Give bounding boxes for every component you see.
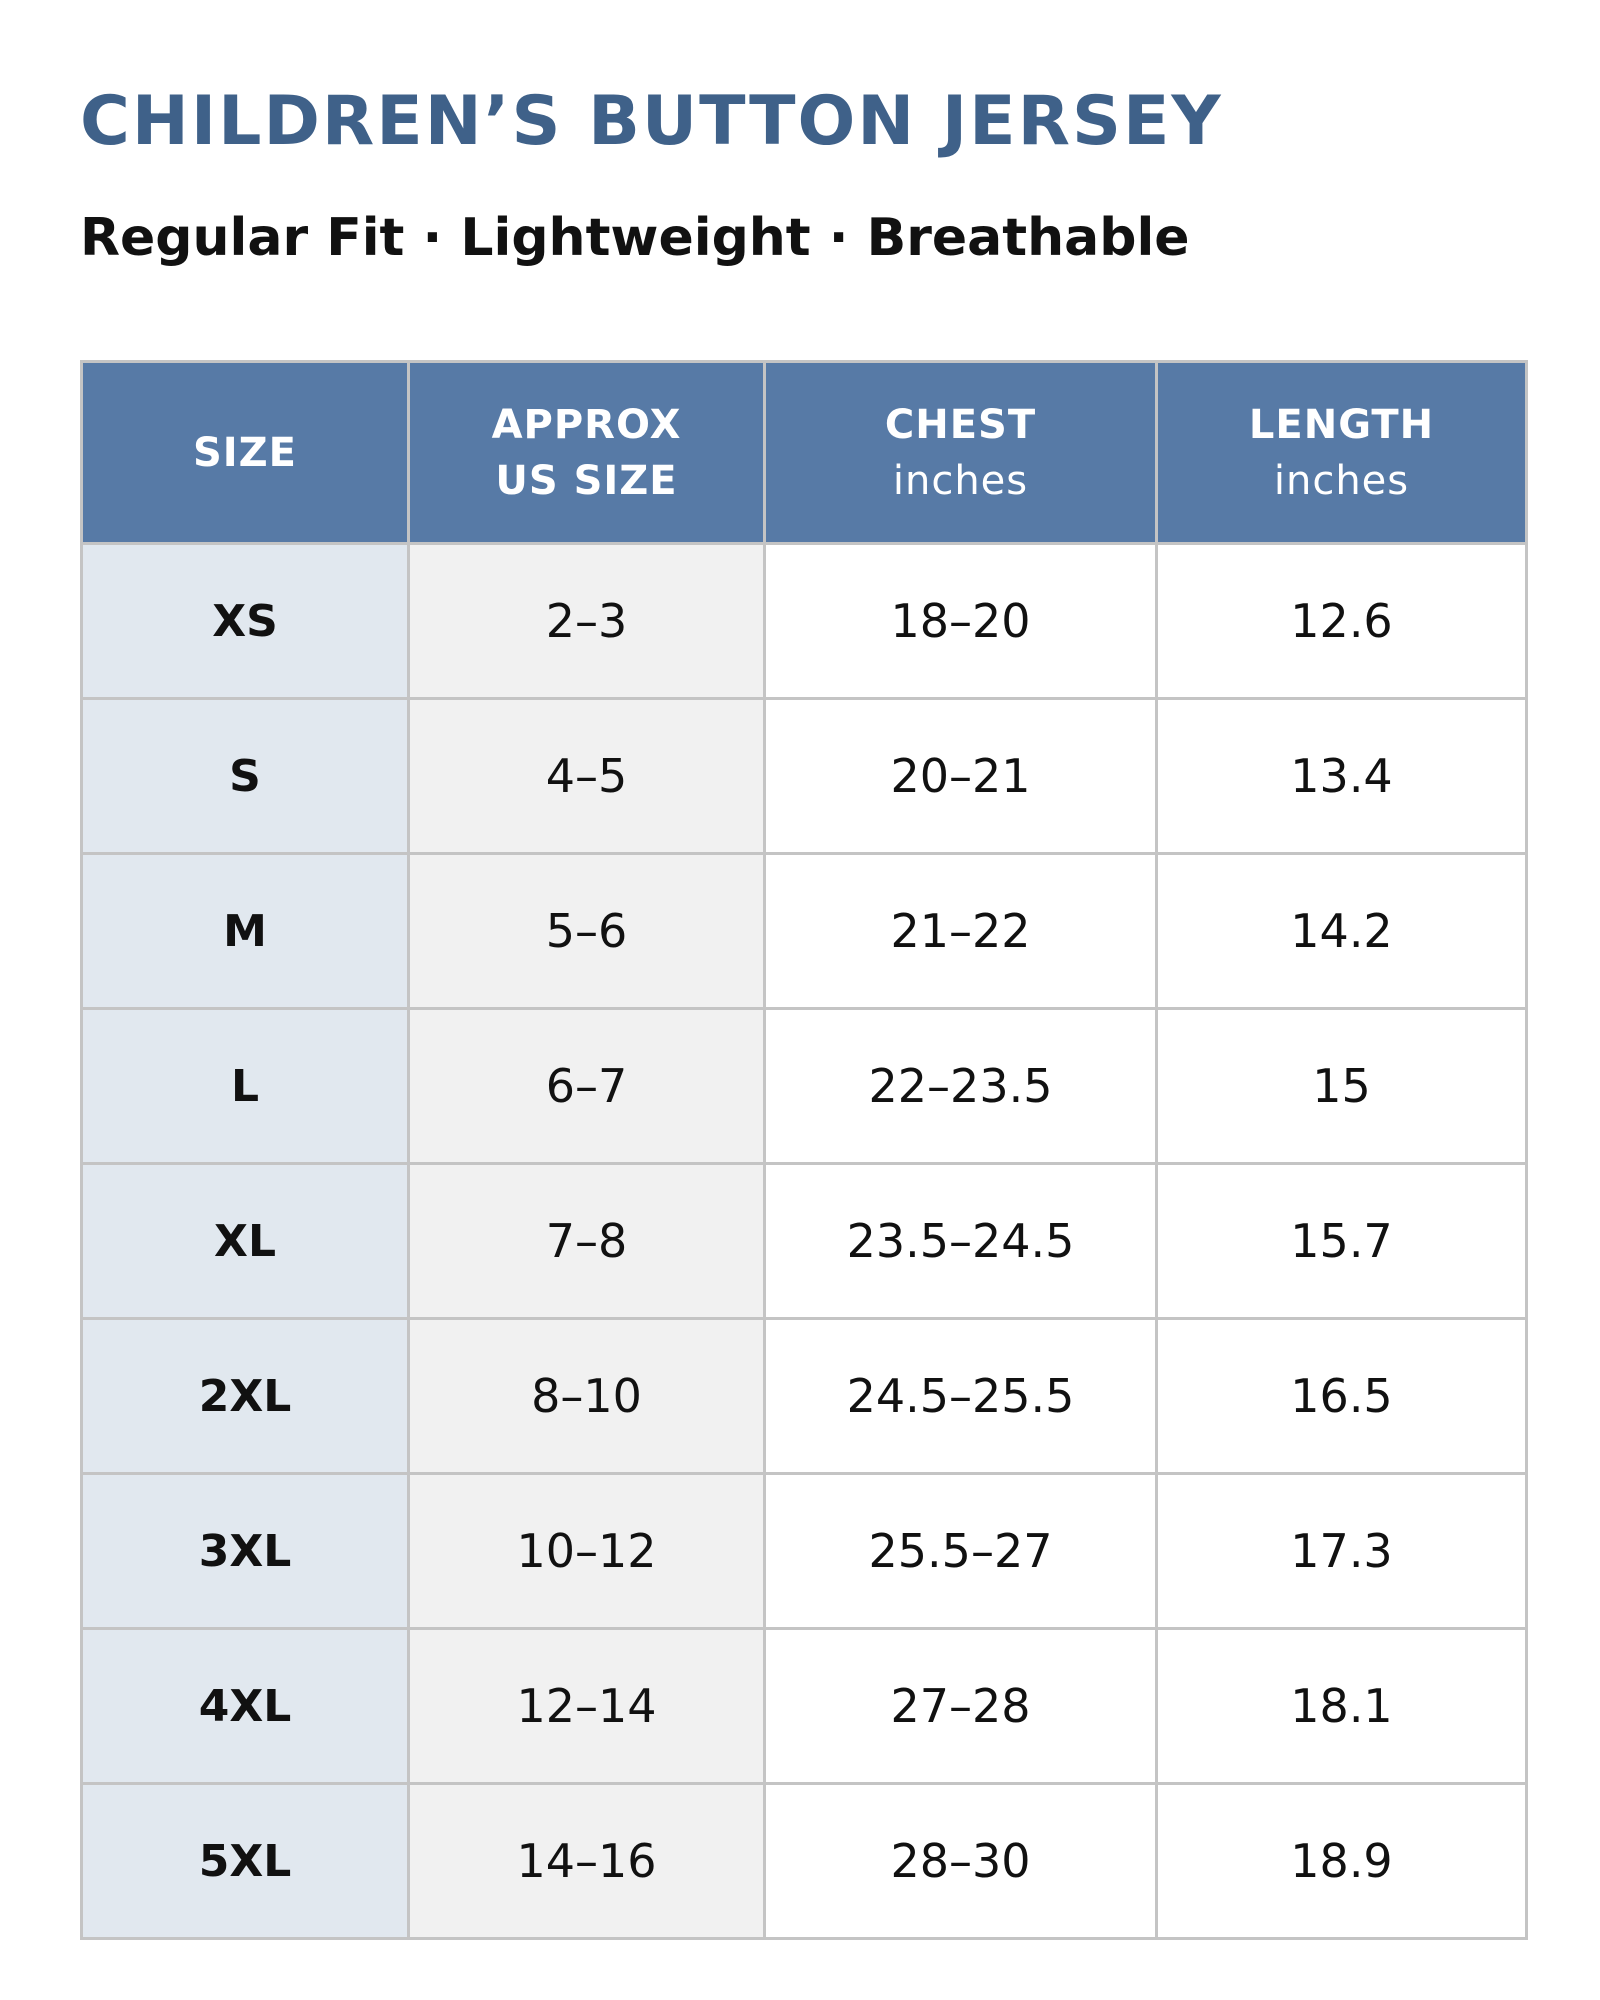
cell-chest: 23.5–24.5 [763,1162,1158,1320]
cell-us-size: 2–3 [407,542,766,700]
header-size: SIZE [80,360,410,545]
cell-length: 13.4 [1155,697,1528,855]
cell-size: 4XL [80,1627,410,1785]
cell-us-size: 6–7 [407,1007,766,1165]
table-row: L 6–7 22–23.5 15 [80,1007,1528,1165]
table-row: 5XL 14–16 28–30 18.9 [80,1782,1528,1940]
cell-chest: 21–22 [763,852,1158,1010]
cell-size: S [80,697,410,855]
cell-chest: 18–20 [763,542,1158,700]
cell-length: 17.3 [1155,1472,1528,1630]
cell-us-size: 4–5 [407,697,766,855]
cell-length: 14.2 [1155,852,1528,1010]
table-row: S 4–5 20–21 13.4 [80,697,1528,855]
cell-length: 15 [1155,1007,1528,1165]
cell-size: 5XL [80,1782,410,1940]
cell-length: 15.7 [1155,1162,1528,1320]
cell-us-size: 14–16 [407,1782,766,1940]
cell-chest: 24.5–25.5 [763,1317,1158,1475]
header-us-size-line2: US SIZE [495,457,678,504]
table-row: 4XL 12–14 27–28 18.1 [80,1627,1528,1785]
header-us-size-line1: APPROX [491,401,682,448]
header-length-label: LENGTH [1248,401,1435,448]
table-row: XL 7–8 23.5–24.5 15.7 [80,1162,1528,1320]
table-body: XS 2–3 18–20 12.6 S 4–5 20–21 13.4 M 5–6… [80,542,1528,1940]
cell-us-size: 8–10 [407,1317,766,1475]
header-row: SIZE APPROX US SIZE CHEST inches LENGTH … [80,360,1528,545]
cell-chest: 25.5–27 [763,1472,1158,1630]
header-length: LENGTH inches [1155,360,1528,545]
cell-us-size: 10–12 [407,1472,766,1630]
cell-size: XL [80,1162,410,1320]
cell-length: 18.9 [1155,1782,1528,1940]
table-row: 2XL 8–10 24.5–25.5 16.5 [80,1317,1528,1475]
cell-size: 3XL [80,1472,410,1630]
page-subtitle: Regular Fit · Lightweight · Breathable [80,208,1190,268]
table-header: SIZE APPROX US SIZE CHEST inches LENGTH … [80,360,1528,545]
table-row: M 5–6 21–22 14.2 [80,852,1528,1010]
cell-chest: 27–28 [763,1627,1158,1785]
cell-chest: 20–21 [763,697,1158,855]
cell-chest: 22–23.5 [763,1007,1158,1165]
cell-us-size: 7–8 [407,1162,766,1320]
table-row: 3XL 10–12 25.5–27 17.3 [80,1472,1528,1630]
cell-length: 12.6 [1155,542,1528,700]
header-length-unit: inches [1273,457,1410,504]
cell-size: 2XL [80,1317,410,1475]
header-chest: CHEST inches [763,360,1158,545]
page-title: CHILDREN’S BUTTON JERSEY [80,82,1223,161]
header-size-label: SIZE [192,429,298,476]
cell-us-size: 5–6 [407,852,766,1010]
header-chest-label: CHEST [884,401,1037,448]
table-row: XS 2–3 18–20 12.6 [80,542,1528,700]
header-chest-unit: inches [892,457,1029,504]
cell-length: 16.5 [1155,1317,1528,1475]
cell-size: L [80,1007,410,1165]
cell-size: M [80,852,410,1010]
header-us-size: APPROX US SIZE [407,360,766,545]
cell-chest: 28–30 [763,1782,1158,1940]
cell-us-size: 12–14 [407,1627,766,1785]
cell-size: XS [80,542,410,700]
size-chart-table: SIZE APPROX US SIZE CHEST inches LENGTH … [80,360,1528,1940]
cell-length: 18.1 [1155,1627,1528,1785]
